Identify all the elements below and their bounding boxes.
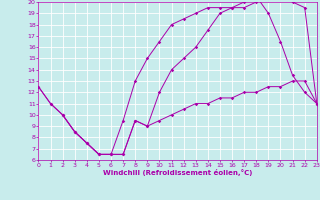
X-axis label: Windchill (Refroidissement éolien,°C): Windchill (Refroidissement éolien,°C) [103,169,252,176]
